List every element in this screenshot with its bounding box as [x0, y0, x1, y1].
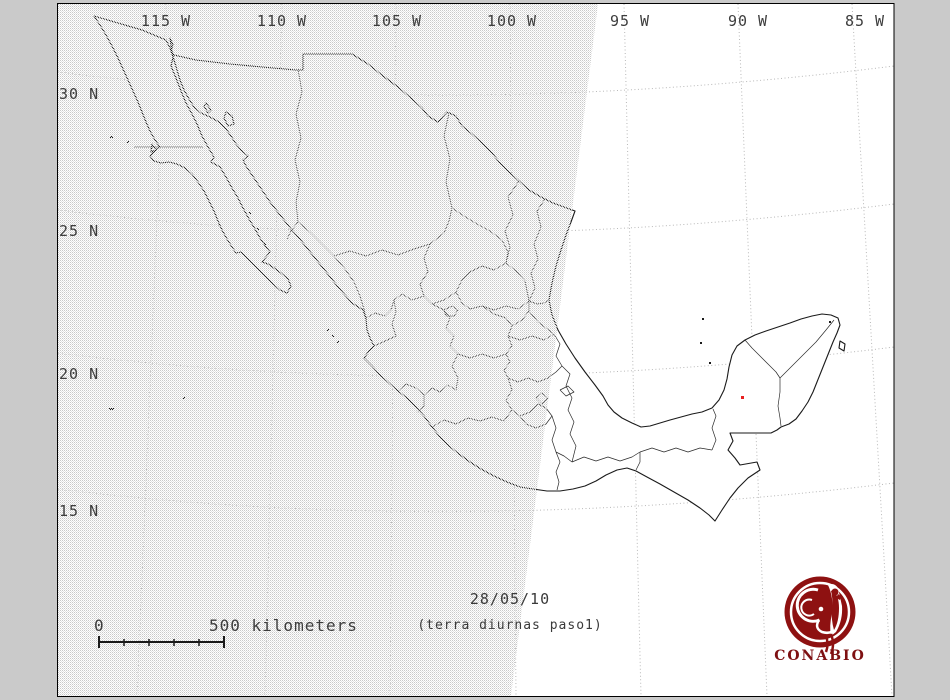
lon-label-90w: 90 W [727, 12, 769, 30]
scalebar-end-label: 500 kilometers [209, 616, 358, 635]
logo-disc [784, 576, 856, 648]
parrot-beak-icon [836, 594, 841, 600]
swath-dither-overlay [58, 4, 598, 696]
lat-label-20n: 20 N [59, 365, 100, 383]
lat-label-30n: 30 N [59, 85, 100, 103]
lon-label-95w: 95 W [609, 12, 651, 30]
map-subtitle: (terra diurnas paso1) [417, 618, 603, 633]
scalebar-start-label: 0 [94, 616, 105, 635]
map-date: 28/05/10 [469, 590, 551, 608]
ram-horn-inner-icon [800, 598, 815, 617]
fire-detection-point [741, 396, 744, 399]
parrot-body-icon [831, 590, 839, 630]
isla-cozumel [838, 340, 846, 352]
conabio-wordmark: CONABIO [774, 648, 866, 664]
scale-bar [98, 636, 225, 648]
lon-label-115w: 115 W [140, 12, 192, 30]
map-frame-border [57, 3, 895, 697]
graticule-gridlines [58, 4, 894, 696]
ram-eye-icon [818, 606, 824, 612]
lon-label-105w: 105 W [371, 12, 423, 30]
lat-label-15n: 15 N [59, 502, 100, 520]
lon-label-110w: 110 W [256, 12, 308, 30]
logo-ring [789, 581, 851, 643]
conabio-logo [784, 576, 856, 655]
parrot-head-icon [831, 588, 839, 596]
lon-label-100w: 100 W [486, 12, 538, 30]
lon-label-85w: 85 W [844, 12, 886, 30]
ram-horn-icon [795, 587, 821, 623]
parrot-tail-icon [824, 633, 835, 655]
lat-label-25n: 25 N [59, 222, 100, 240]
